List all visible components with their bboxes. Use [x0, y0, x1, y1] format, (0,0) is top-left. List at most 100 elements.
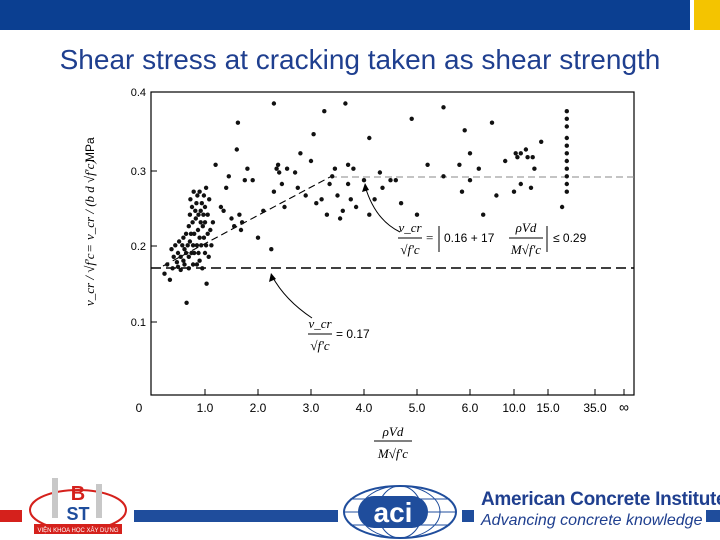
x-tick-label: 0 — [136, 401, 143, 415]
data-point — [188, 231, 194, 236]
data-point — [201, 212, 206, 217]
data-point — [513, 151, 518, 156]
eq-upper-frac-num: ρVd — [515, 220, 537, 235]
data-point — [201, 235, 207, 240]
data-point — [398, 201, 404, 206]
footer-red-bar — [0, 510, 24, 522]
data-point — [532, 166, 537, 171]
data-point — [229, 216, 234, 221]
data-point — [564, 181, 569, 187]
arrow-head — [269, 273, 276, 282]
data-point — [275, 162, 281, 167]
data-point — [190, 262, 196, 267]
data-point — [193, 208, 198, 213]
data-point — [207, 197, 212, 202]
data-point — [528, 185, 534, 190]
data-point — [180, 243, 185, 248]
arrow-head — [362, 183, 369, 192]
data-point — [232, 224, 237, 229]
y-tick-label: 0.3 — [131, 166, 146, 178]
data-point — [175, 264, 181, 269]
data-point — [564, 158, 569, 164]
data-point — [187, 239, 193, 244]
data-point — [167, 277, 173, 282]
org-tagline: Advancing concrete knowledge — [481, 512, 703, 529]
header-bar — [0, 0, 690, 30]
data-point — [170, 266, 175, 271]
data-point — [221, 208, 226, 213]
data-point — [564, 116, 569, 122]
data-point — [181, 235, 186, 240]
data-point — [564, 174, 569, 179]
x-tick-label: ∞ — [619, 399, 629, 415]
data-point — [295, 185, 300, 190]
data-point — [279, 181, 285, 187]
slide-title: Shear stress at cracking taken as shear … — [59, 44, 661, 75]
data-point — [197, 235, 202, 240]
data-point — [393, 178, 398, 183]
data-point — [181, 258, 186, 263]
data-point — [414, 212, 420, 217]
data-point — [176, 239, 182, 244]
data-point — [271, 101, 277, 106]
data-point — [169, 247, 174, 252]
svg-text:B: B — [71, 483, 85, 505]
data-point — [191, 189, 196, 194]
data-point — [192, 231, 197, 236]
data-point — [178, 267, 183, 273]
data-point — [303, 193, 308, 198]
data-point — [511, 189, 517, 194]
lower-annotation-arrow — [271, 275, 313, 319]
data-point — [351, 166, 356, 171]
footer-bar-mid — [462, 510, 474, 522]
data-point — [202, 220, 208, 225]
data-point — [330, 174, 335, 179]
x-axis-label: ρVd M√f'c — [374, 424, 412, 461]
lower-equation: v_cr √f'c = 0.17 — [308, 316, 370, 353]
org-name: American Concrete Institute® — [481, 489, 720, 510]
data-point — [539, 139, 544, 144]
data-point — [564, 124, 569, 129]
data-point — [564, 109, 569, 114]
data-point — [489, 120, 495, 125]
data-point — [193, 216, 198, 221]
x-tick-label: 1.0 — [197, 401, 214, 415]
scatter-series — [162, 101, 569, 305]
data-point — [194, 243, 200, 248]
data-point — [162, 271, 167, 276]
data-point — [237, 212, 242, 217]
eq-upper-equals: = — [426, 230, 433, 245]
data-point — [178, 254, 183, 259]
x-tick-label: 3.0 — [303, 401, 320, 415]
data-point — [274, 166, 279, 171]
data-point — [503, 158, 508, 164]
data-point — [377, 170, 383, 175]
data-point — [171, 254, 176, 259]
data-point — [319, 197, 324, 202]
x-axis-ticks — [204, 389, 625, 395]
data-point — [525, 155, 530, 160]
data-point — [564, 189, 569, 194]
data-point — [197, 258, 202, 263]
data-point — [245, 166, 250, 171]
data-point — [202, 250, 208, 256]
data-point — [337, 216, 343, 221]
bst-logo-text: VIỆN KHOA HỌC XÂY DỰNG — [37, 526, 118, 534]
x-tick-label: 2.0 — [250, 401, 267, 415]
data-point — [314, 201, 319, 206]
y-tick-label: 0.4 — [131, 87, 146, 99]
data-point — [196, 212, 201, 217]
data-point — [226, 174, 231, 179]
data-point — [213, 162, 218, 167]
data-point — [235, 120, 241, 125]
data-point — [190, 243, 196, 248]
x-tick-label: 15.0 — [536, 401, 560, 415]
data-point — [564, 143, 569, 148]
data-point — [523, 147, 529, 152]
x-tick-label: 4.0 — [356, 401, 373, 415]
data-point — [195, 227, 201, 233]
data-point — [190, 220, 195, 225]
data-point — [564, 151, 569, 156]
data-point — [467, 178, 473, 183]
